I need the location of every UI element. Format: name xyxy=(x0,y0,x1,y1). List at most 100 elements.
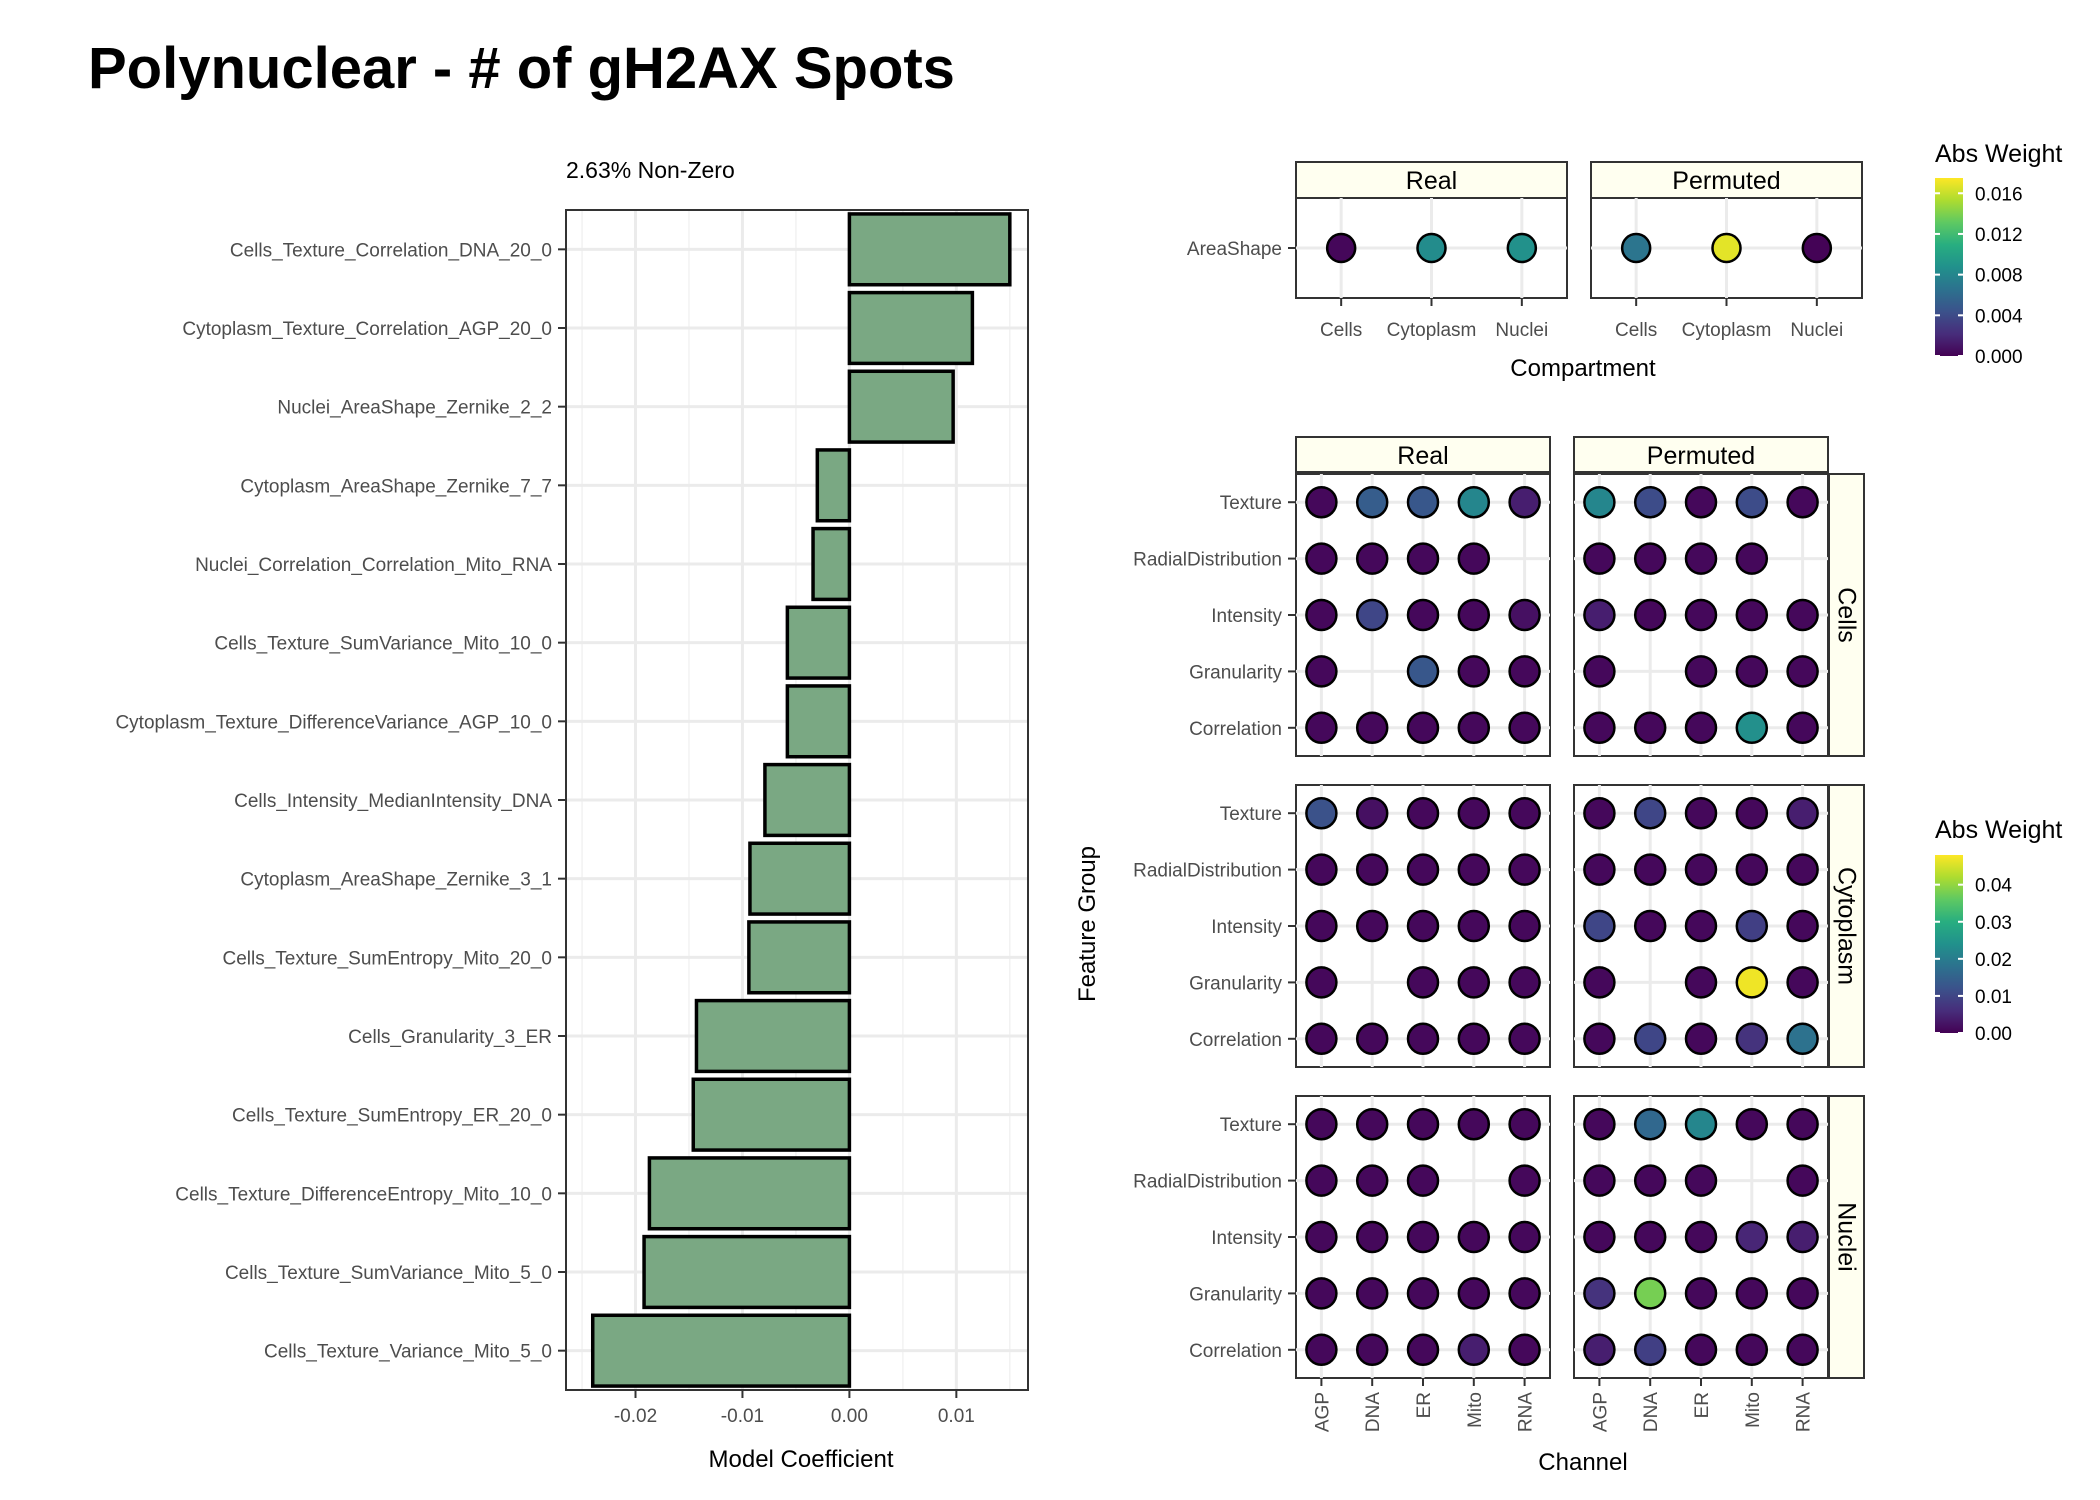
channel-dot xyxy=(1508,796,1541,830)
channel-dot xyxy=(1508,1164,1541,1197)
bar xyxy=(642,1234,852,1310)
channel-dot xyxy=(1583,966,1616,999)
colorbar-tick-label: 0.00 xyxy=(1975,1024,2012,1045)
legends: Abs Weight Abs Weight 0.016 0.012 0.008 0.0… xyxy=(1935,140,2062,1045)
bar xyxy=(747,920,852,995)
channel-dot xyxy=(1406,853,1440,886)
colorbar-2-gradient xyxy=(1935,855,1963,1033)
channel-dot xyxy=(1583,1164,1616,1197)
channel-dot xyxy=(1583,853,1616,886)
channel-dot xyxy=(1406,542,1440,575)
channel-dot xyxy=(1684,1107,1718,1141)
compartment-tick-label: Cells xyxy=(1615,320,1657,341)
areashape-dot xyxy=(1711,232,1742,264)
facet-strip-permuted xyxy=(1573,436,1829,473)
channel-dot xyxy=(1735,1022,1769,1056)
bar-category-label: Nuclei_AreaShape_Zernike_2_2 xyxy=(277,398,552,419)
channel-dot xyxy=(1508,909,1541,943)
bar-category-label: Nuclei_Correlation_Correlation_Mito_RNA xyxy=(195,555,552,576)
channel-dot xyxy=(1786,711,1819,745)
channel-dot xyxy=(1684,655,1718,688)
bar-category-label: Cells_Texture_Correlation_DNA_20_0 xyxy=(230,240,552,261)
channel-dot xyxy=(1583,796,1616,830)
channel-tick-label: RNA xyxy=(1794,1392,1815,1432)
channel-dot xyxy=(1508,853,1541,886)
bar-category-label: Cytoplasm_Texture_DifferenceVariance_AGP… xyxy=(115,712,552,733)
colorbar-tick-label: 0.02 xyxy=(1975,950,2012,971)
channel-dot xyxy=(1786,796,1819,830)
bar xyxy=(811,526,852,602)
bar xyxy=(847,290,975,366)
channel-dot xyxy=(1305,966,1338,999)
channel-dot xyxy=(1355,1333,1389,1367)
channel-dot xyxy=(1786,1220,1819,1254)
channel-dot xyxy=(1406,485,1440,519)
channel-dot xyxy=(1786,1164,1819,1197)
channel-dot xyxy=(1457,1333,1491,1367)
channel-dot xyxy=(1457,1277,1491,1310)
feature-group-label: RadialDistribution xyxy=(1133,1172,1282,1193)
bar-x-tick-label: 0.00 xyxy=(831,1406,868,1427)
areashape-dot xyxy=(1325,232,1357,264)
channel-dot xyxy=(1355,853,1389,886)
channel-axis-label: Channel xyxy=(1538,1449,1627,1476)
colorbar-tick-label: 0.016 xyxy=(1975,184,2023,205)
channel-dot xyxy=(1305,1022,1338,1056)
colorbar-1-gradient xyxy=(1935,178,1963,356)
bar-chart-subtitle: 2.63% Non-Zero xyxy=(566,157,735,183)
channel-dot xyxy=(1583,542,1616,575)
colorbar-tick-label: 0.012 xyxy=(1975,225,2023,246)
feature-group-label: Intensity xyxy=(1211,606,1282,627)
channel-dot xyxy=(1735,542,1769,575)
channel-dot xyxy=(1684,1164,1718,1197)
channel-dot xyxy=(1684,711,1718,745)
channel-dot xyxy=(1583,711,1616,745)
channel-tick-label: Mito xyxy=(1743,1392,1764,1428)
channel-dot xyxy=(1457,711,1491,745)
channel-tick-label: AGP xyxy=(1312,1392,1333,1432)
channel-dot xyxy=(1633,796,1667,830)
channel-dot xyxy=(1406,1277,1440,1310)
channel-dot xyxy=(1735,655,1769,688)
channel-dot xyxy=(1583,909,1616,943)
channel-tick-label: AGP xyxy=(1590,1392,1611,1432)
channel-dot xyxy=(1786,655,1819,688)
bar xyxy=(847,212,1012,287)
channel-dot xyxy=(1786,966,1819,999)
bar-category-label: Cells_Granularity_3_ER xyxy=(348,1027,552,1048)
bar-category-label: Cells_Texture_SumEntropy_Mito_20_0 xyxy=(222,948,552,969)
channel-dot xyxy=(1684,1022,1718,1056)
channel-dot xyxy=(1406,1022,1440,1056)
channel-dot xyxy=(1355,1220,1389,1254)
feature-group-label: Granularity xyxy=(1189,662,1282,683)
channel-dot xyxy=(1406,1107,1440,1141)
channel-dot xyxy=(1633,909,1667,943)
bar xyxy=(748,841,852,916)
channel-dot xyxy=(1508,1220,1541,1254)
channel-dot xyxy=(1735,1220,1769,1254)
areashape-dot xyxy=(1801,232,1833,264)
bar xyxy=(815,448,852,523)
channel-dot xyxy=(1735,853,1769,886)
feature-group-label: Correlation xyxy=(1189,1341,1282,1362)
channel-dot xyxy=(1735,1277,1769,1310)
channel-dot xyxy=(1735,711,1769,745)
channel-dot xyxy=(1684,598,1718,632)
colorbar-tick-label: 0.000 xyxy=(1975,347,2023,368)
feature-group-label: Granularity xyxy=(1189,1284,1282,1305)
channel-dot xyxy=(1786,1107,1819,1141)
row-facet-label: Nuclei xyxy=(1833,1202,1861,1271)
channel-dot xyxy=(1406,796,1440,830)
feature-group-label: Texture xyxy=(1220,493,1282,514)
colorbar-1-title: Abs Weight xyxy=(1935,140,2062,168)
colorbar-tick-label: 0.008 xyxy=(1975,266,2023,287)
channel-dot xyxy=(1305,1277,1338,1310)
channel-dot xyxy=(1457,909,1491,943)
channel-dot xyxy=(1305,909,1338,943)
bar-category-label: Cells_Texture_SumVariance_Mito_10_0 xyxy=(214,634,552,655)
channel-dot xyxy=(1508,598,1541,632)
compartment-tick-label: Cells xyxy=(1320,320,1362,341)
bar xyxy=(785,605,852,680)
areashape-dot xyxy=(1416,232,1447,264)
